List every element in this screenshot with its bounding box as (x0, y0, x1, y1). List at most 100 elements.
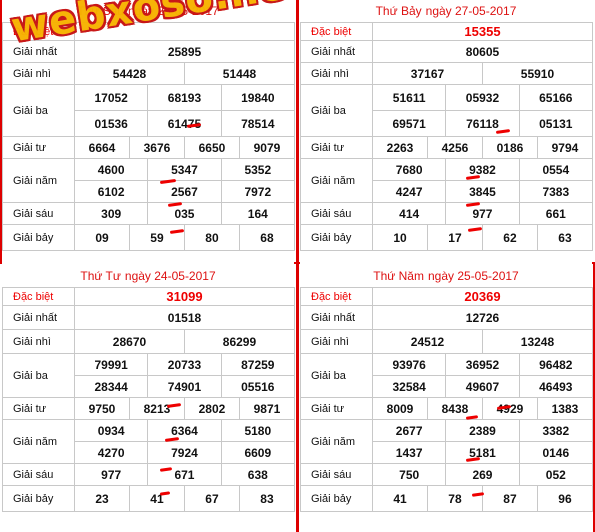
prize-number: 32584 (371, 375, 447, 398)
prize-number: 977 (445, 202, 520, 225)
title-weekday: Thứ Năm (373, 269, 424, 283)
prize-number: 661 (518, 202, 593, 225)
prize-number: 4929 (481, 397, 538, 420)
prize-number: 164 (220, 202, 296, 225)
prize-label: Giải nhất (2, 305, 75, 330)
prize-number: 51448 (183, 62, 296, 85)
prize-number: 59 (128, 224, 185, 251)
title-date: ngày 27-05-2017 (425, 4, 517, 18)
prize-number: 05131 (518, 110, 593, 137)
prize-label: Giải năm (300, 158, 373, 203)
prize-number: 86299 (183, 329, 295, 354)
prize-row: 1437 5181 0146 (301, 441, 593, 464)
prize-number: 28344 (73, 375, 149, 398)
prize-number: 49607 (445, 375, 520, 398)
prize-row: Giải năm 2677 2389 3382 (300, 419, 593, 464)
prize-row: Giải ba 51611 05932 65166 (300, 84, 593, 137)
prize-number: 1383 (536, 397, 593, 420)
prize-number: 5347 (147, 158, 222, 181)
prize-number: 23 (74, 485, 130, 512)
prize-row: Giải nhất 25895 (2, 40, 295, 63)
prize-row: Giải nhì 54428 51448 (2, 62, 296, 85)
prize-label: Giải ba (2, 84, 75, 137)
prize-number: 9750 (74, 397, 130, 420)
prize-number: 83 (238, 485, 295, 512)
prize-label: Giải sáu (2, 202, 75, 225)
prize-number: 15355 (372, 22, 593, 41)
prize-number: 79991 (73, 353, 149, 376)
prize-label: Giải ba (300, 353, 373, 398)
prize-number: 052 (518, 463, 593, 486)
prize-number: 05516 (220, 375, 295, 398)
prize-number: 76118 (445, 110, 520, 137)
prize-row: Đặc biệt 20369 (300, 287, 593, 306)
prize-label: Đặc biệt (2, 287, 75, 306)
prize-row: Giải bảy 23 41 67 83 (2, 485, 295, 512)
prize-row: Giải bảy 09 59 80 68 (2, 224, 296, 251)
prize-row: 4247 3845 7383 (301, 180, 593, 203)
title-date: ngày 24-05-2017 (124, 269, 216, 283)
results-table: Đặc biệt 15355 Giải nhất 80605 Giải nhì 37167… (300, 22, 593, 251)
prize-number: 69571 (371, 110, 447, 137)
prize-label: Giải bảy (2, 485, 75, 512)
prize-number: 3382 (518, 419, 593, 442)
prize-row: Giải sáu 414 977 661 (300, 202, 593, 225)
prize-number: 68193 (147, 84, 222, 111)
prize-number: 19840 (220, 84, 296, 111)
prize-label: Giải năm (2, 419, 75, 464)
prize-number: 6102 (73, 180, 149, 203)
prize-number: 10 (372, 224, 428, 251)
prize-row: Giải tư 2263 4256 0186 9794 (300, 136, 593, 159)
prize-label: Giải tư (300, 136, 373, 159)
prize-label: Giải sáu (300, 463, 373, 486)
title-weekday: Thứ Tư (80, 269, 121, 283)
prize-number: 28670 (74, 329, 185, 354)
title-date: ngày 26-05-2017 (127, 4, 219, 18)
prize-number: 0146 (518, 441, 593, 464)
prize-number: 01518 (74, 305, 295, 330)
prize-number: 68 (238, 224, 296, 251)
prize-number: 13248 (481, 329, 593, 354)
prize-row: Giải tư 9750 8213 2802 9871 (2, 397, 295, 420)
prize-label: Giải nhì (300, 62, 373, 85)
prize-number: 46493 (518, 375, 593, 398)
prize-number: 12726 (372, 305, 593, 330)
prize-label: Giải bảy (300, 485, 373, 512)
prize-row: Giải tư 6664 3676 6650 9079 (2, 136, 296, 159)
prize-row: Giải ba 79991 20733 87259 (2, 353, 295, 398)
prize-number: 8213 (128, 397, 185, 420)
prize-number: 7924 (147, 441, 222, 464)
prize-label: Đặc biệt (300, 22, 373, 41)
prize-number: 414 (371, 202, 447, 225)
panel-title: Thứ Năm ngày 25-05-2017 (300, 265, 592, 287)
prize-number: 87 (481, 485, 538, 512)
prize-number: 78 (426, 485, 483, 512)
prize-number: 2677 (371, 419, 447, 442)
prize-number: 7383 (518, 180, 593, 203)
prize-number: 41 (372, 485, 428, 512)
prize-number: 17052 (73, 84, 149, 111)
prize-number: 9794 (536, 136, 593, 159)
result-panel: Thứ Sáu ngày 26-05-2017 Đặc biệt Giải nhất 2… (2, 0, 296, 265)
prize-label: Đặc biệt (2, 22, 75, 41)
frame-center (296, 0, 299, 532)
prize-number: 5180 (220, 419, 295, 442)
prize-number: 3845 (445, 180, 520, 203)
prize-number: 93976 (371, 353, 447, 376)
prize-number: 2802 (183, 397, 240, 420)
prize-number: 4270 (73, 441, 149, 464)
prize-label: Giải nhì (2, 62, 75, 85)
prize-number: 750 (371, 463, 447, 486)
prize-number: 2389 (445, 419, 520, 442)
prize-number: 4256 (426, 136, 483, 159)
prize-row: 4270 7924 6609 (3, 441, 295, 464)
frame-right (593, 262, 595, 532)
prize-number: 01536 (73, 110, 149, 137)
prize-number: 25895 (74, 40, 295, 63)
prize-number: 6364 (147, 419, 222, 442)
prize-label: Giải tư (2, 136, 75, 159)
frame-left-top (0, 0, 3, 262)
prize-row: Giải năm 4600 5347 5352 (2, 158, 296, 203)
prize-row: Giải sáu 309 035 164 (2, 202, 296, 225)
prize-row: Giải nhất 01518 (2, 305, 295, 330)
